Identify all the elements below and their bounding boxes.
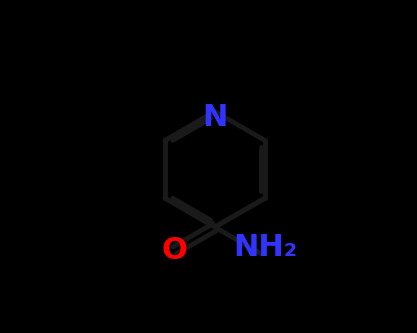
Text: O: O [162,236,188,265]
Text: N: N [202,103,228,132]
Text: NH₂: NH₂ [234,233,297,262]
